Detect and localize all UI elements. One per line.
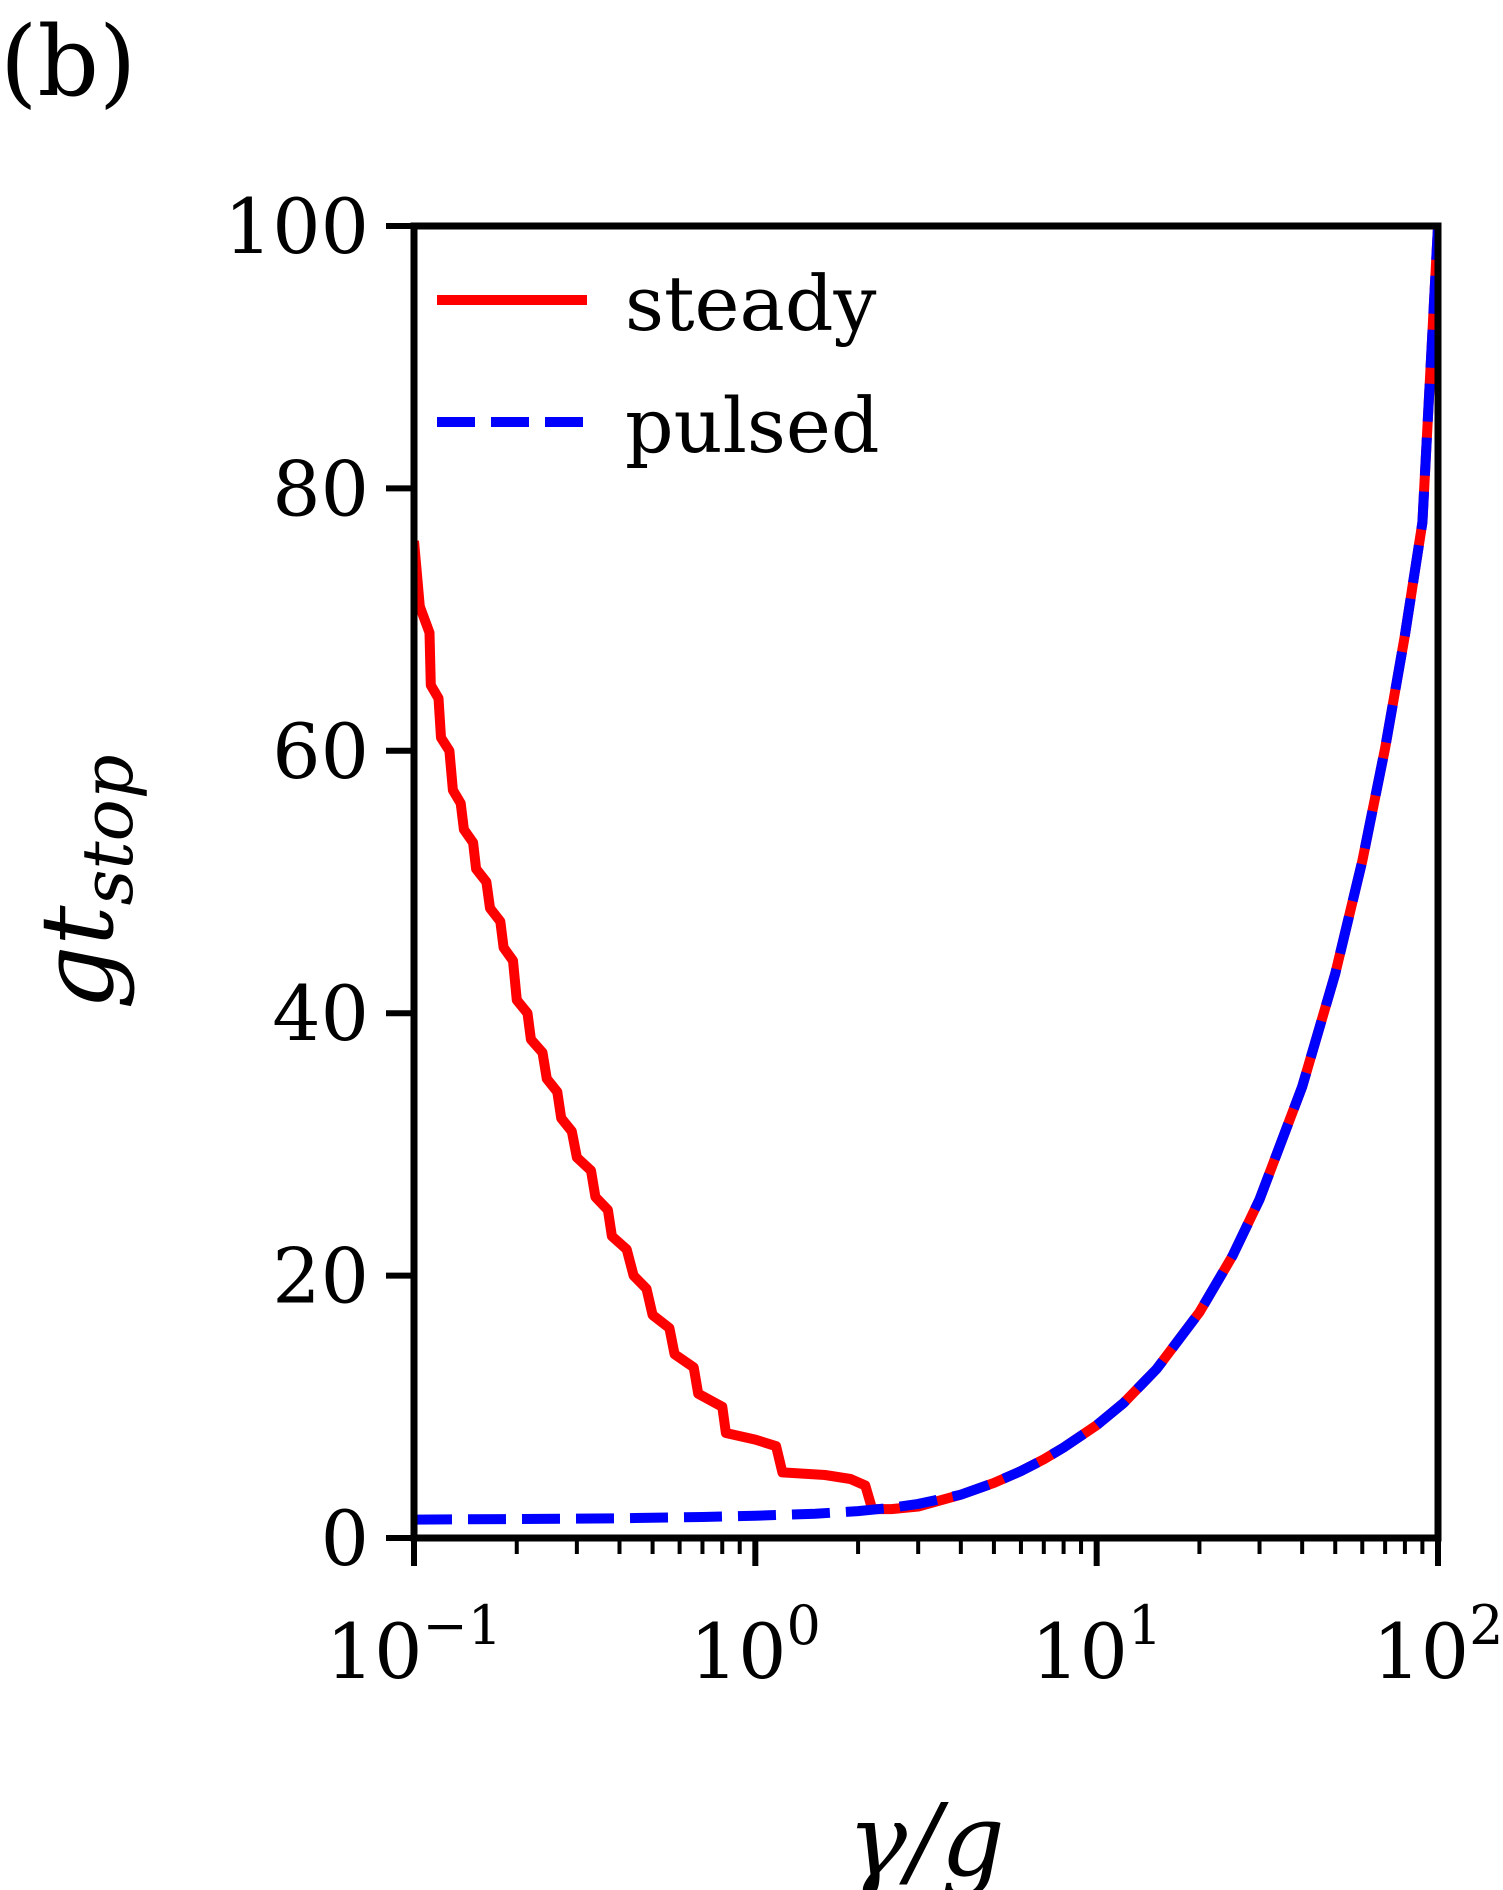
- legend-label-pulsed: pulsed: [625, 381, 880, 470]
- y-tick-label: 80: [272, 444, 369, 533]
- y-axis-label-main: gt: [19, 905, 136, 1010]
- y-tick-label: 60: [272, 707, 369, 796]
- y-axis-label: gtstop: [19, 754, 149, 1009]
- x-tick-label: 10−1: [326, 1594, 502, 1696]
- legend-label-steady: steady: [625, 259, 876, 348]
- series-layer: [414, 226, 1438, 1525]
- y-tick-label: 20: [272, 1232, 369, 1321]
- x-tick-label: 101: [1031, 1594, 1162, 1696]
- legend: steady pulsed: [437, 259, 880, 470]
- y-tick-label: 40: [272, 969, 369, 1058]
- y-tick-label: 0: [321, 1494, 369, 1583]
- x-axis-label: γ/g: [847, 1782, 1004, 1890]
- axis-ticks: 0 20 40 60 80 100 10−1 100 101 102: [224, 182, 1503, 1696]
- panel-label: (b): [0, 6, 136, 118]
- series-line-pulsed: [414, 226, 1438, 1525]
- x-tick-label: 100: [690, 1594, 821, 1696]
- x-tick-label: 102: [1372, 1594, 1503, 1696]
- plot-frame: [410, 222, 1442, 1542]
- y-tick-label: 100: [224, 182, 369, 271]
- y-axis-label-subscript: stop: [67, 754, 149, 905]
